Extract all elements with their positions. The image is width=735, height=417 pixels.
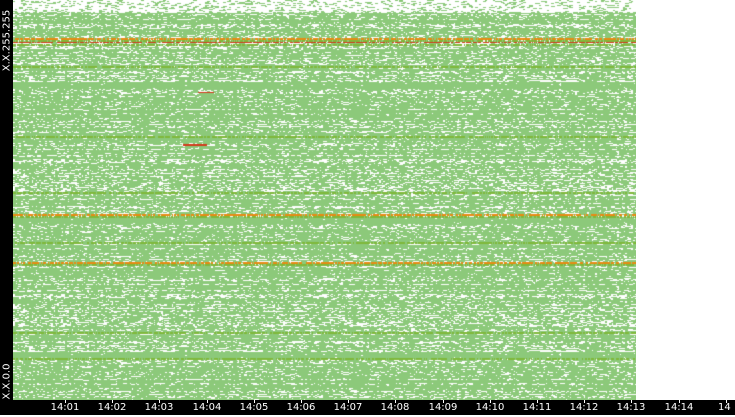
- x-tick: [207, 400, 208, 403]
- x-tick: [584, 400, 585, 403]
- x-tick-label: 14: [718, 402, 731, 413]
- x-tick: [443, 400, 444, 403]
- x-tick-label: 14:13: [616, 402, 646, 413]
- x-tick: [395, 400, 396, 403]
- x-tick: [65, 400, 66, 403]
- x-tick-label: 14:06: [286, 402, 316, 413]
- x-tick-label: 14:11: [522, 402, 552, 413]
- y-axis: X.X.255.255 X.X.0.0: [0, 0, 13, 415]
- x-tick-label: 14:09: [428, 402, 458, 413]
- x-tick: [254, 400, 255, 403]
- x-tick: [348, 400, 349, 403]
- x-tick: [679, 400, 680, 403]
- x-tick-label: 14:07: [333, 402, 363, 413]
- x-tick-label: 14:08: [380, 402, 410, 413]
- x-tick: [112, 400, 113, 403]
- y-tick-label-top: X.X.255.255: [1, 9, 13, 72]
- x-tick-label: 14:10: [475, 402, 505, 413]
- x-tick-label: 14:01: [50, 402, 80, 413]
- x-tick: [537, 400, 538, 403]
- x-tick-label: 14:12: [569, 402, 599, 413]
- x-tick-label: 14:14: [664, 402, 694, 413]
- x-tick: [490, 400, 491, 403]
- heatmap-canvas: [13, 0, 636, 400]
- x-tick-label: 14:02: [97, 402, 127, 413]
- x-axis: 14:01 14:02 14:03 14:04 14:05 14:06 14:07 14:08…: [0, 400, 735, 415]
- x-tick: [631, 400, 632, 403]
- x-tick-label: 14:04: [192, 402, 222, 413]
- x-tick: [301, 400, 302, 403]
- x-tick: [726, 400, 727, 403]
- heatmap-plot: [13, 0, 735, 400]
- x-tick-label: 14:05: [239, 402, 269, 413]
- x-tick-label: 14:03: [144, 402, 174, 413]
- x-tick: [159, 400, 160, 403]
